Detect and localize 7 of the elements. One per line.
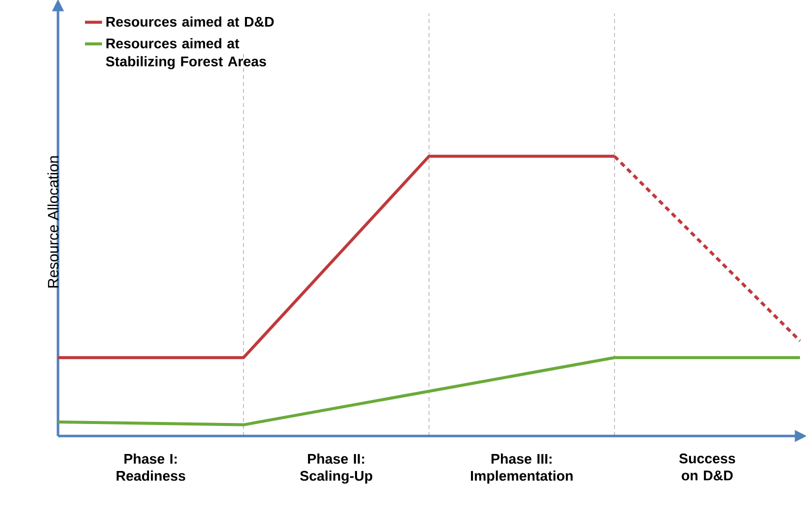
text: Success on D&D xyxy=(679,454,736,480)
text: Phase III: Implementation xyxy=(470,454,573,484)
legend-label: Resources aimed at Stabilizing Forest Areas xyxy=(106,38,266,70)
text: Phase II: Scaling-Up xyxy=(300,454,372,484)
y-axis-title: Resource Allocation xyxy=(47,156,58,288)
legend-label: Resources aimed at D&D xyxy=(106,16,274,27)
text: Phase I: Readiness xyxy=(116,454,186,481)
